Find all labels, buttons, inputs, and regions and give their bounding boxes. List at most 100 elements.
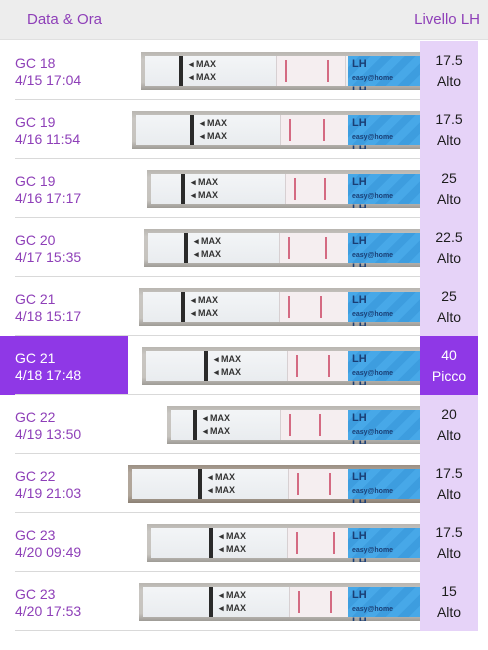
date-cell: GC 23 4/20 09:49 xyxy=(0,513,128,572)
table-row[interactable]: GC 20 4/17 15:35 ◂ MAX ◂ MAX LH easy@hom… xyxy=(0,218,488,277)
lh-value: 25 xyxy=(441,288,457,304)
table-row[interactable]: GC 19 4/16 17:17 ◂ MAX ◂ MAX LH easy@hom… xyxy=(0,159,488,218)
lh-level-label: Alto xyxy=(436,191,462,207)
control-line xyxy=(328,355,330,377)
date-cell: GC 23 4/20 17:53 xyxy=(0,572,128,631)
cycle-day: GC 22 xyxy=(15,468,56,484)
table-header: Data & Ora Livello LH xyxy=(0,0,488,40)
table-row[interactable]: GC 23 4/20 17:53 ◂ MAX ◂ MAX LH easy@hom… xyxy=(0,572,488,631)
cycle-day: GC 23 xyxy=(15,586,56,602)
strip-handle: LH easy@home LH easy@home xyxy=(348,56,420,90)
row-divider xyxy=(15,335,420,336)
control-line xyxy=(325,237,327,259)
table-row[interactable]: GC 18 4/15 17:04 ◂ MAX ◂ MAX LH easy@hom… xyxy=(0,41,488,100)
test-strip-image: ◂ MAX ◂ MAX LH easy@home LH easy@home xyxy=(142,347,420,385)
row-divider xyxy=(15,217,420,218)
control-line xyxy=(323,119,325,141)
lh-value: 17.5 xyxy=(435,465,463,481)
test-line xyxy=(296,355,298,377)
lh-level-cell: 25 Alto xyxy=(420,277,478,336)
date-cell: GC 18 4/15 17:04 xyxy=(0,41,128,100)
lh-level-label: Alto xyxy=(436,604,462,620)
lh-level-label: Alto xyxy=(436,73,462,89)
test-line xyxy=(294,178,296,200)
result-window xyxy=(280,115,350,145)
date-time: 4/20 09:49 xyxy=(15,544,82,560)
lh-value: 17.5 xyxy=(435,52,463,68)
test-strip-image: ◂ MAX ◂ MAX LH easy@home LH easy@home xyxy=(147,170,420,208)
result-window xyxy=(279,292,349,322)
lh-level-column-header: Livello LH xyxy=(414,11,480,28)
cycle-day: GC 19 xyxy=(15,114,56,130)
lh-level-label: Alto xyxy=(436,309,462,325)
test-strip-image: ◂ MAX ◂ MAX LH easy@home LH easy@home xyxy=(144,229,420,267)
control-line xyxy=(329,473,331,495)
strip-handle: LH easy@home LH easy@home xyxy=(348,351,420,385)
date-time: 4/19 13:50 xyxy=(15,426,82,442)
cycle-day: GC 18 xyxy=(15,55,56,71)
table-row[interactable]: GC 23 4/20 09:49 ◂ MAX ◂ MAX LH easy@hom… xyxy=(0,513,488,572)
table-row[interactable]: GC 22 4/19 13:50 ◂ MAX ◂ MAX LH easy@hom… xyxy=(0,395,488,454)
date-cell: GC 19 4/16 11:54 xyxy=(0,100,128,159)
lh-level-cell: 25 Alto xyxy=(420,159,478,218)
max-label: ◂ MAX ◂ MAX xyxy=(219,531,247,554)
test-line xyxy=(289,119,291,141)
max-label: ◂ MAX ◂ MAX xyxy=(194,236,222,259)
test-strip-image: ◂ MAX ◂ MAX LH easy@home LH easy@home xyxy=(167,406,420,444)
strip-handle: LH easy@home LH easy@home xyxy=(348,528,420,562)
row-divider xyxy=(15,394,420,395)
result-window xyxy=(280,410,350,440)
date-cell: GC 21 4/18 17:48 xyxy=(0,336,128,395)
cycle-day: GC 19 xyxy=(15,173,56,189)
test-line xyxy=(296,532,298,554)
lh-level-cell: 17.5 Alto xyxy=(420,454,478,513)
strip-handle: LH easy@home LH easy@home xyxy=(348,587,420,621)
table-row[interactable]: GC 21 4/18 15:17 ◂ MAX ◂ MAX LH easy@hom… xyxy=(0,277,488,336)
lh-level-cell: 17.5 Alto xyxy=(420,41,478,100)
strip-marker xyxy=(209,587,213,617)
strip-handle: LH easy@home LH easy@home xyxy=(348,233,420,267)
table-row[interactable]: GC 19 4/16 11:54 ◂ MAX ◂ MAX LH easy@hom… xyxy=(0,100,488,159)
control-line xyxy=(319,414,321,436)
test-strip-image: ◂ MAX ◂ MAX LH easy@home LH easy@home xyxy=(141,52,420,90)
max-label: ◂ MAX ◂ MAX xyxy=(219,590,247,613)
strip-marker xyxy=(204,351,208,381)
lh-level-label: Alto xyxy=(436,486,462,502)
lh-level-label: Picco xyxy=(431,368,467,384)
max-label: ◂ MAX ◂ MAX xyxy=(203,413,231,436)
strip-marker xyxy=(190,115,194,145)
test-strip-image: ◂ MAX ◂ MAX LH easy@home LH easy@home xyxy=(128,465,420,503)
test-strip-image: ◂ MAX ◂ MAX LH easy@home LH easy@home xyxy=(139,583,420,621)
row-divider xyxy=(15,453,420,454)
control-line xyxy=(324,178,326,200)
strip-marker xyxy=(181,174,185,204)
date-time: 4/15 17:04 xyxy=(15,72,82,88)
date-column-header: Data & Ora xyxy=(27,11,103,28)
table-row[interactable]: GC 22 4/19 21:03 ◂ MAX ◂ MAX LH easy@hom… xyxy=(0,454,488,513)
control-line xyxy=(327,60,329,82)
row-divider xyxy=(15,99,420,100)
lh-level-cell: 17.5 Alto xyxy=(420,513,478,572)
result-window xyxy=(285,174,355,204)
date-cell: GC 20 4/17 15:35 xyxy=(0,218,128,277)
test-line xyxy=(297,473,299,495)
date-cell: GC 19 4/16 17:17 xyxy=(0,159,128,218)
max-label: ◂ MAX ◂ MAX xyxy=(214,354,242,377)
lh-level-label: Alto xyxy=(436,132,462,148)
max-label: ◂ MAX ◂ MAX xyxy=(189,59,217,82)
test-line xyxy=(285,60,287,82)
date-time: 4/19 21:03 xyxy=(15,485,82,501)
lh-level-label: Alto xyxy=(436,250,462,266)
result-window xyxy=(289,587,359,617)
test-line xyxy=(298,591,300,613)
test-line xyxy=(288,237,290,259)
cycle-day: GC 21 xyxy=(15,350,56,366)
date-cell: GC 22 4/19 13:50 xyxy=(0,395,128,454)
date-time: 4/20 17:53 xyxy=(15,603,82,619)
lh-level-cell: 15 Alto xyxy=(420,572,478,631)
table-row[interactable]: GC 21 4/18 17:48 ◂ MAX ◂ MAX LH easy@hom… xyxy=(0,336,488,395)
strip-marker xyxy=(184,233,188,263)
strip-handle: LH easy@home LH easy@home xyxy=(348,115,420,149)
result-window xyxy=(279,233,349,263)
row-divider xyxy=(15,158,420,159)
